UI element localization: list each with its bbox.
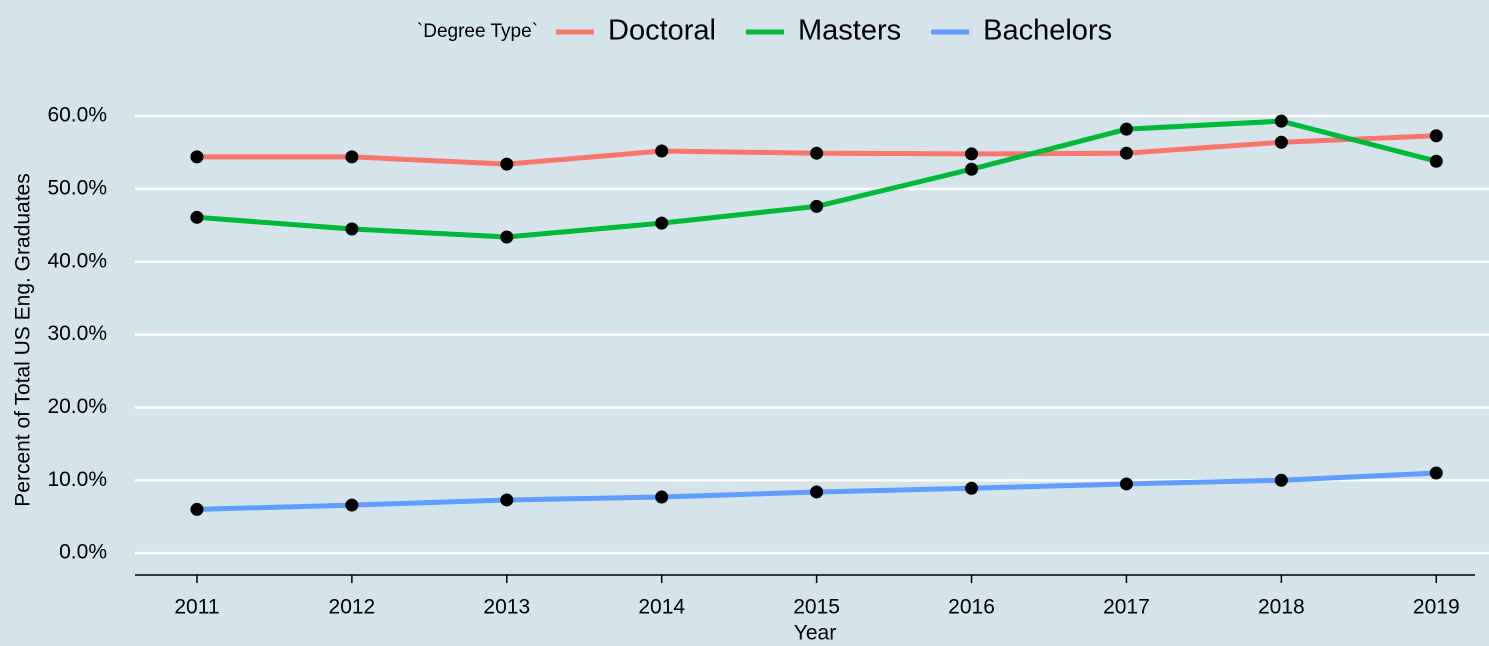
data-point [810, 199, 824, 213]
data-point [810, 146, 824, 160]
x-tick-label: 2012 [329, 596, 376, 619]
data-point [1429, 129, 1443, 143]
x-tick-label: 2016 [948, 596, 995, 619]
data-point [810, 485, 824, 499]
x-tick-label: 2017 [1103, 596, 1150, 619]
data-point [965, 147, 979, 161]
x-tick-label: 2014 [638, 596, 685, 619]
data-point [655, 216, 669, 230]
y-axis-title: Percent of Total US Eng. Graduates [12, 173, 35, 506]
x-tick-label: 2018 [1258, 596, 1305, 619]
data-point [1274, 114, 1288, 128]
x-tick-label: 2015 [793, 596, 840, 619]
legend-label: Doctoral [608, 15, 716, 47]
y-tick-label: 10.0% [47, 468, 107, 491]
data-point [655, 490, 669, 504]
legend-label: Masters [798, 15, 901, 47]
data-point [190, 150, 204, 164]
data-point [345, 222, 359, 236]
legend-label: Bachelors [983, 15, 1112, 47]
data-point [190, 210, 204, 224]
y-tick-label: 40.0% [47, 249, 107, 272]
data-point [345, 498, 359, 512]
data-point [500, 493, 514, 507]
data-point [345, 150, 359, 164]
y-tick-label: 0.0% [59, 541, 107, 564]
data-point [1274, 473, 1288, 487]
y-tick-label: 20.0% [47, 395, 107, 418]
x-tick-label: 2011 [174, 596, 219, 619]
data-point [1119, 146, 1133, 160]
data-point [190, 502, 204, 516]
data-point [655, 144, 669, 158]
data-point [1119, 122, 1133, 136]
data-point [965, 481, 979, 495]
data-point [965, 162, 979, 176]
data-point [1429, 154, 1443, 168]
legend-title: `Degree Type` [417, 21, 538, 42]
data-point [1429, 466, 1443, 480]
data-point [1274, 135, 1288, 149]
x-axis-title: Year [794, 622, 836, 645]
data-point [1119, 477, 1133, 491]
y-tick-label: 60.0% [47, 104, 107, 127]
y-tick-label: 30.0% [47, 322, 107, 345]
y-tick-label: 50.0% [47, 176, 107, 199]
data-point [500, 230, 514, 244]
x-tick-label: 2019 [1413, 596, 1460, 619]
data-point [500, 157, 514, 171]
x-tick-label: 2013 [483, 596, 530, 619]
